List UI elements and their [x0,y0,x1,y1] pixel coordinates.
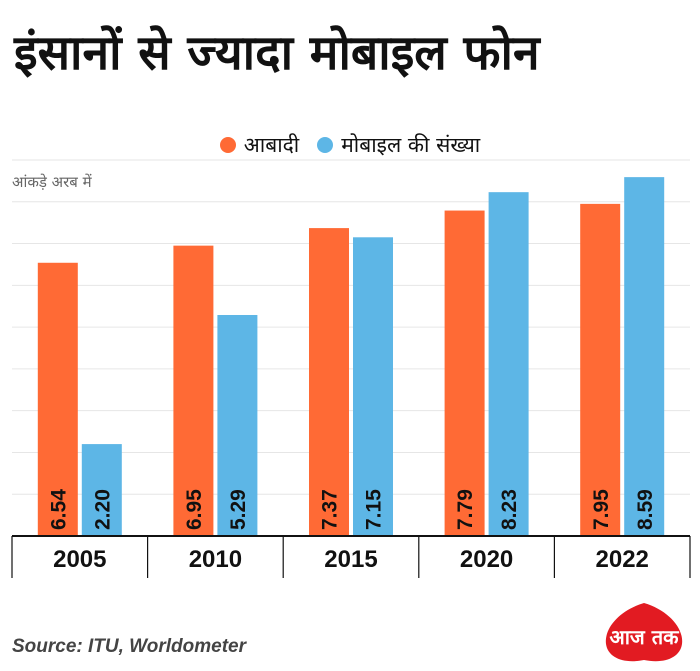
bar-population [173,245,214,536]
legend-swatch-population [219,137,236,153]
logo-badge-shape [605,603,683,662]
x-tick-label: 2015 [324,546,377,573]
bar-mobile [488,192,529,536]
legend-item-mobile: मोबाइल की संख्या [317,130,480,160]
bar-value-label: 7.15 [363,489,386,530]
x-tick-label: 2022 [596,546,649,573]
bar-value-label: 5.29 [227,489,250,530]
bar-chart: 6.54 2.20 6.95 5.29 7.37 7.15 7.79 8.23 7.95 8.59… [11,159,691,578]
legend-label-population: आबादी [243,133,300,157]
aajtak-logo: आज तक [605,603,683,662]
bar-population [444,210,485,536]
bar-population [309,228,349,536]
bar-population [37,262,78,536]
bar-value-label: 6.54 [47,489,70,530]
chart-legend: आबादी मोबाइल की संख्या [0,130,700,160]
bar-value-label: 7.95 [590,489,613,530]
logo-text: आज तक [609,625,680,649]
bar-mobile [81,444,122,536]
chart-title: इंसानों से ज्यादा मोबाइल फोन [14,25,540,81]
legend-item-population: आबादी [219,130,300,160]
x-tick-label: 2005 [53,546,106,573]
bar-value-label: 7.37 [319,489,342,530]
bar-mobile [353,237,393,537]
x-tick-label: 2010 [189,546,242,573]
bar-population [580,203,621,536]
bar-value-label: 7.79 [454,489,477,530]
bar-value-label: 2.20 [91,489,114,530]
unit-note: आंकड़े अरब में [12,173,92,191]
x-tick-label: 2020 [460,546,513,573]
source-note: Source: ITU, Worldometer [12,636,247,657]
legend-label-mobile: मोबाइल की संख्या [341,133,481,157]
bar-value-label: 6.95 [183,489,206,530]
bar-value-label: 8.59 [634,489,657,530]
legend-swatch-mobile [317,137,334,153]
bar-mobile [624,177,665,536]
bar-mobile [217,314,258,536]
bar-value-label: 8.23 [498,489,521,530]
